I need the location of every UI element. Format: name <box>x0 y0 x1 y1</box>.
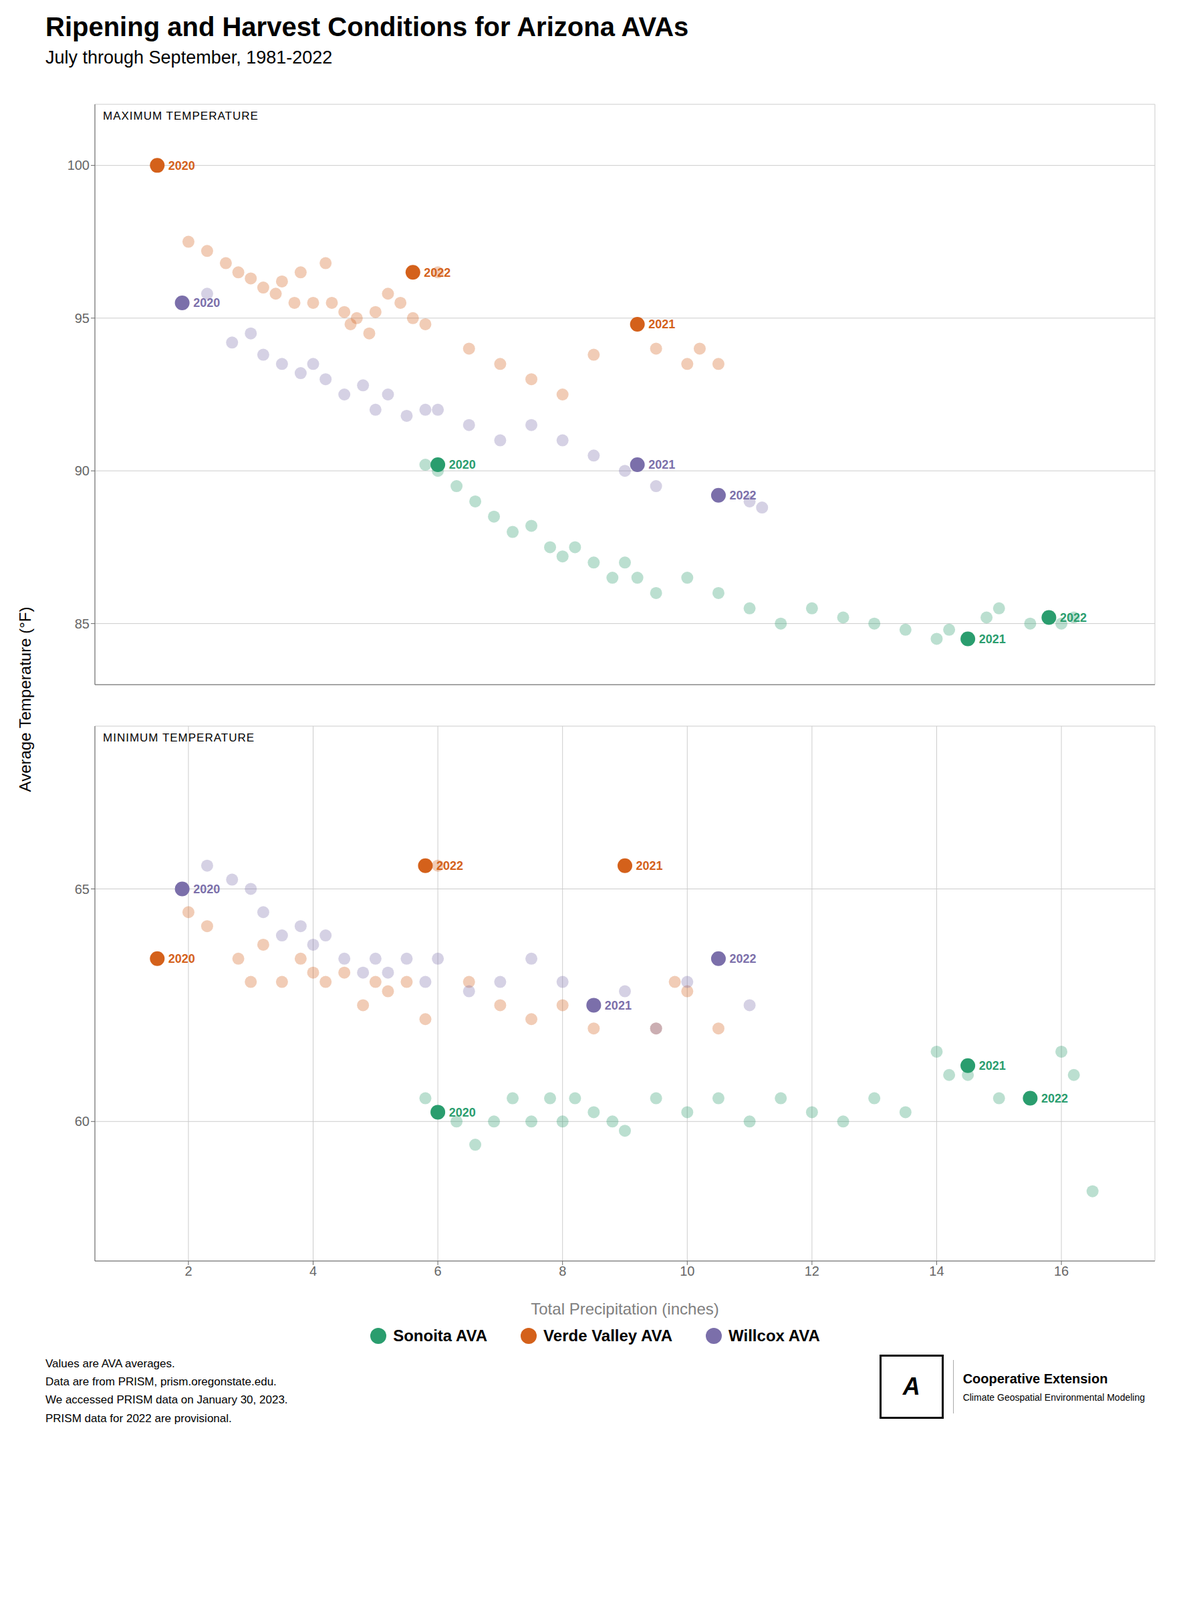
svg-text:16: 16 <box>1053 1263 1069 1278</box>
html-text:Values are AVA averages. Data: Values are AVA averages. Data are from P… <box>45 1356 288 1424</box>
html-text:Average Temperature (°F): Average Temperature (°F) <box>16 606 35 792</box>
svg-text:2021: 2021 <box>604 998 632 1012</box>
svg-text:2020: 2020 <box>193 296 220 310</box>
svg-text:2020: 2020 <box>449 457 476 472</box>
svg-text:2020: 2020 <box>168 159 196 173</box>
svg-text:100: 100 <box>67 157 90 173</box>
svg-text:2: 2 <box>184 1263 192 1278</box>
svg-text:2020: 2020 <box>168 951 196 966</box>
html-text:Willcox AVA: Willcox AVA <box>728 1326 820 1345</box>
svg-text:4: 4 <box>309 1263 317 1278</box>
svg-text:14: 14 <box>929 1263 944 1278</box>
html-text:Cooperative Extension: Cooperative Extension <box>962 1370 1108 1386</box>
svg-text:10: 10 <box>679 1263 695 1278</box>
svg-text:2022: 2022 <box>729 951 756 966</box>
svg-text:2021: 2021 <box>648 317 676 331</box>
html-text:A: A <box>902 1372 921 1400</box>
svg-text:8: 8 <box>558 1263 567 1278</box>
html-text:MINIMUM TEMPERATURE: MINIMUM TEMPERATURE <box>102 731 255 744</box>
html-text:July through September, 1981-2: July through September, 1981-2022 <box>45 47 333 68</box>
html-text:Ripening and Harvest Condition: Ripening and Harvest Conditions for Ariz… <box>45 12 689 42</box>
svg-text:Total Precipitation (inches): Total Precipitation (inches) <box>530 1299 719 1318</box>
html-text:Sonoita AVA: Sonoita AVA <box>393 1326 488 1345</box>
html-text:Verde Valley AVA: Verde Valley AVA <box>543 1326 673 1345</box>
svg-text:2022: 2022 <box>729 488 756 502</box>
svg-text:90: 90 <box>74 463 90 478</box>
svg-text:2022: 2022 <box>423 266 451 280</box>
svg-text:85: 85 <box>74 616 90 631</box>
html-text:Climate Geospatial Environment: Climate Geospatial Environmental Modelin… <box>962 1391 1145 1402</box>
svg-text:2021: 2021 <box>648 457 676 472</box>
svg-text:2020: 2020 <box>449 1105 476 1119</box>
svg-text:2021: 2021 <box>636 858 664 873</box>
svg-text:65: 65 <box>74 881 90 897</box>
svg-text:2020: 2020 <box>193 882 220 896</box>
svg-text:2021: 2021 <box>979 1058 1006 1073</box>
svg-text:2022: 2022 <box>436 858 464 873</box>
svg-text:60: 60 <box>74 1113 90 1129</box>
svg-text:12: 12 <box>804 1263 820 1278</box>
svg-text:2022: 2022 <box>1059 610 1087 625</box>
svg-text:2021: 2021 <box>979 632 1006 646</box>
svg-text:6: 6 <box>434 1263 442 1278</box>
html-text:MAXIMUM TEMPERATURE: MAXIMUM TEMPERATURE <box>102 109 259 123</box>
svg-text:95: 95 <box>74 310 90 326</box>
svg-text:2022: 2022 <box>1041 1091 1069 1105</box>
